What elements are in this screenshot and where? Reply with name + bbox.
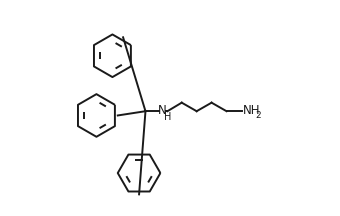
Text: N: N bbox=[158, 104, 167, 117]
Text: H: H bbox=[164, 111, 171, 122]
Text: NH: NH bbox=[243, 104, 261, 117]
Text: 2: 2 bbox=[255, 111, 261, 120]
